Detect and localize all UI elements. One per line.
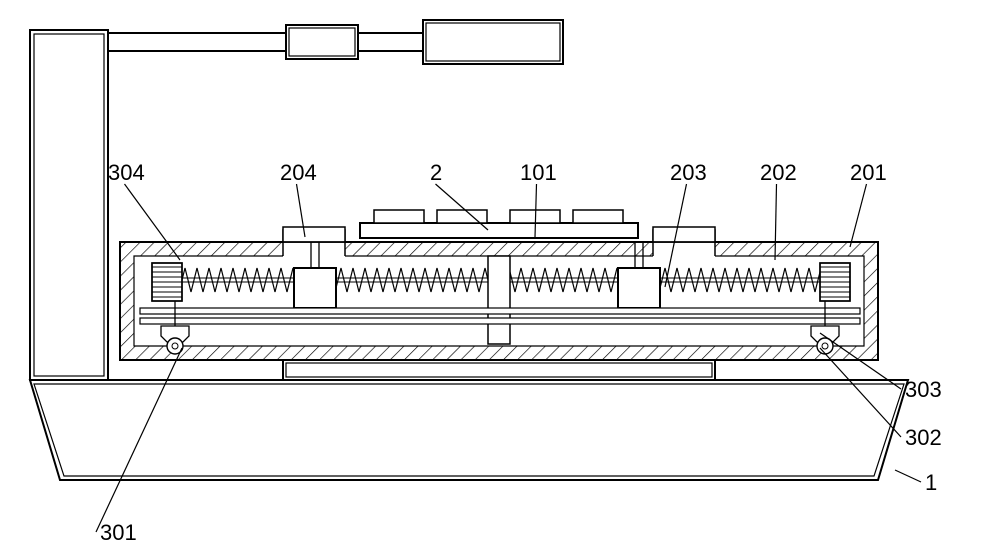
label-2: 2 [430, 160, 442, 185]
base [30, 380, 908, 480]
clamp-foot-1 [653, 227, 715, 242]
leader-1 [895, 470, 921, 482]
label-202: 202 [760, 160, 797, 185]
upright-column [30, 30, 108, 380]
label-203: 203 [670, 160, 707, 185]
clamp-foot-0 [283, 227, 345, 242]
leader-201 [850, 184, 867, 247]
label-302: 302 [905, 425, 942, 450]
label-301: 301 [100, 520, 137, 545]
label-304: 304 [108, 160, 145, 185]
platform [360, 223, 638, 238]
arm-segment-3 [423, 20, 563, 64]
carriage-1 [618, 268, 660, 308]
arm-segment-1 [286, 25, 358, 59]
diagram-canvas: 304 204 2 101 203 202 201 303 302 1 301 [0, 0, 1000, 545]
top-block-4 [573, 210, 623, 223]
label-1: 1 [925, 470, 937, 495]
carriage-0 [294, 268, 336, 308]
label-204: 204 [280, 160, 317, 185]
label-303: 303 [905, 377, 942, 402]
top-block-1 [374, 210, 424, 223]
guide-rail-0 [140, 308, 860, 314]
arm-segment-2 [358, 33, 423, 51]
arm-segment-0 [108, 33, 286, 51]
label-201: 201 [850, 160, 887, 185]
top-block-2 [437, 210, 487, 223]
guide-rail-1 [140, 318, 860, 324]
label-101: 101 [520, 160, 557, 185]
center-support [488, 256, 510, 344]
drawing-group [30, 20, 908, 480]
